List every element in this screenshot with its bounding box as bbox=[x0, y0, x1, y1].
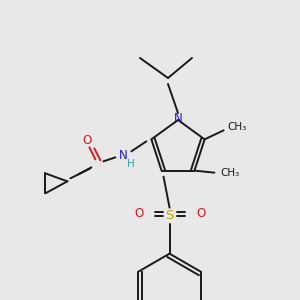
Text: H: H bbox=[128, 159, 135, 169]
Text: O: O bbox=[83, 134, 92, 147]
Text: N: N bbox=[119, 149, 128, 162]
Text: CH₃: CH₃ bbox=[227, 122, 246, 132]
Text: CH₃: CH₃ bbox=[221, 168, 240, 178]
Text: O: O bbox=[196, 207, 205, 220]
Text: S: S bbox=[165, 209, 174, 222]
Text: N: N bbox=[174, 112, 182, 125]
Text: O: O bbox=[134, 207, 143, 220]
